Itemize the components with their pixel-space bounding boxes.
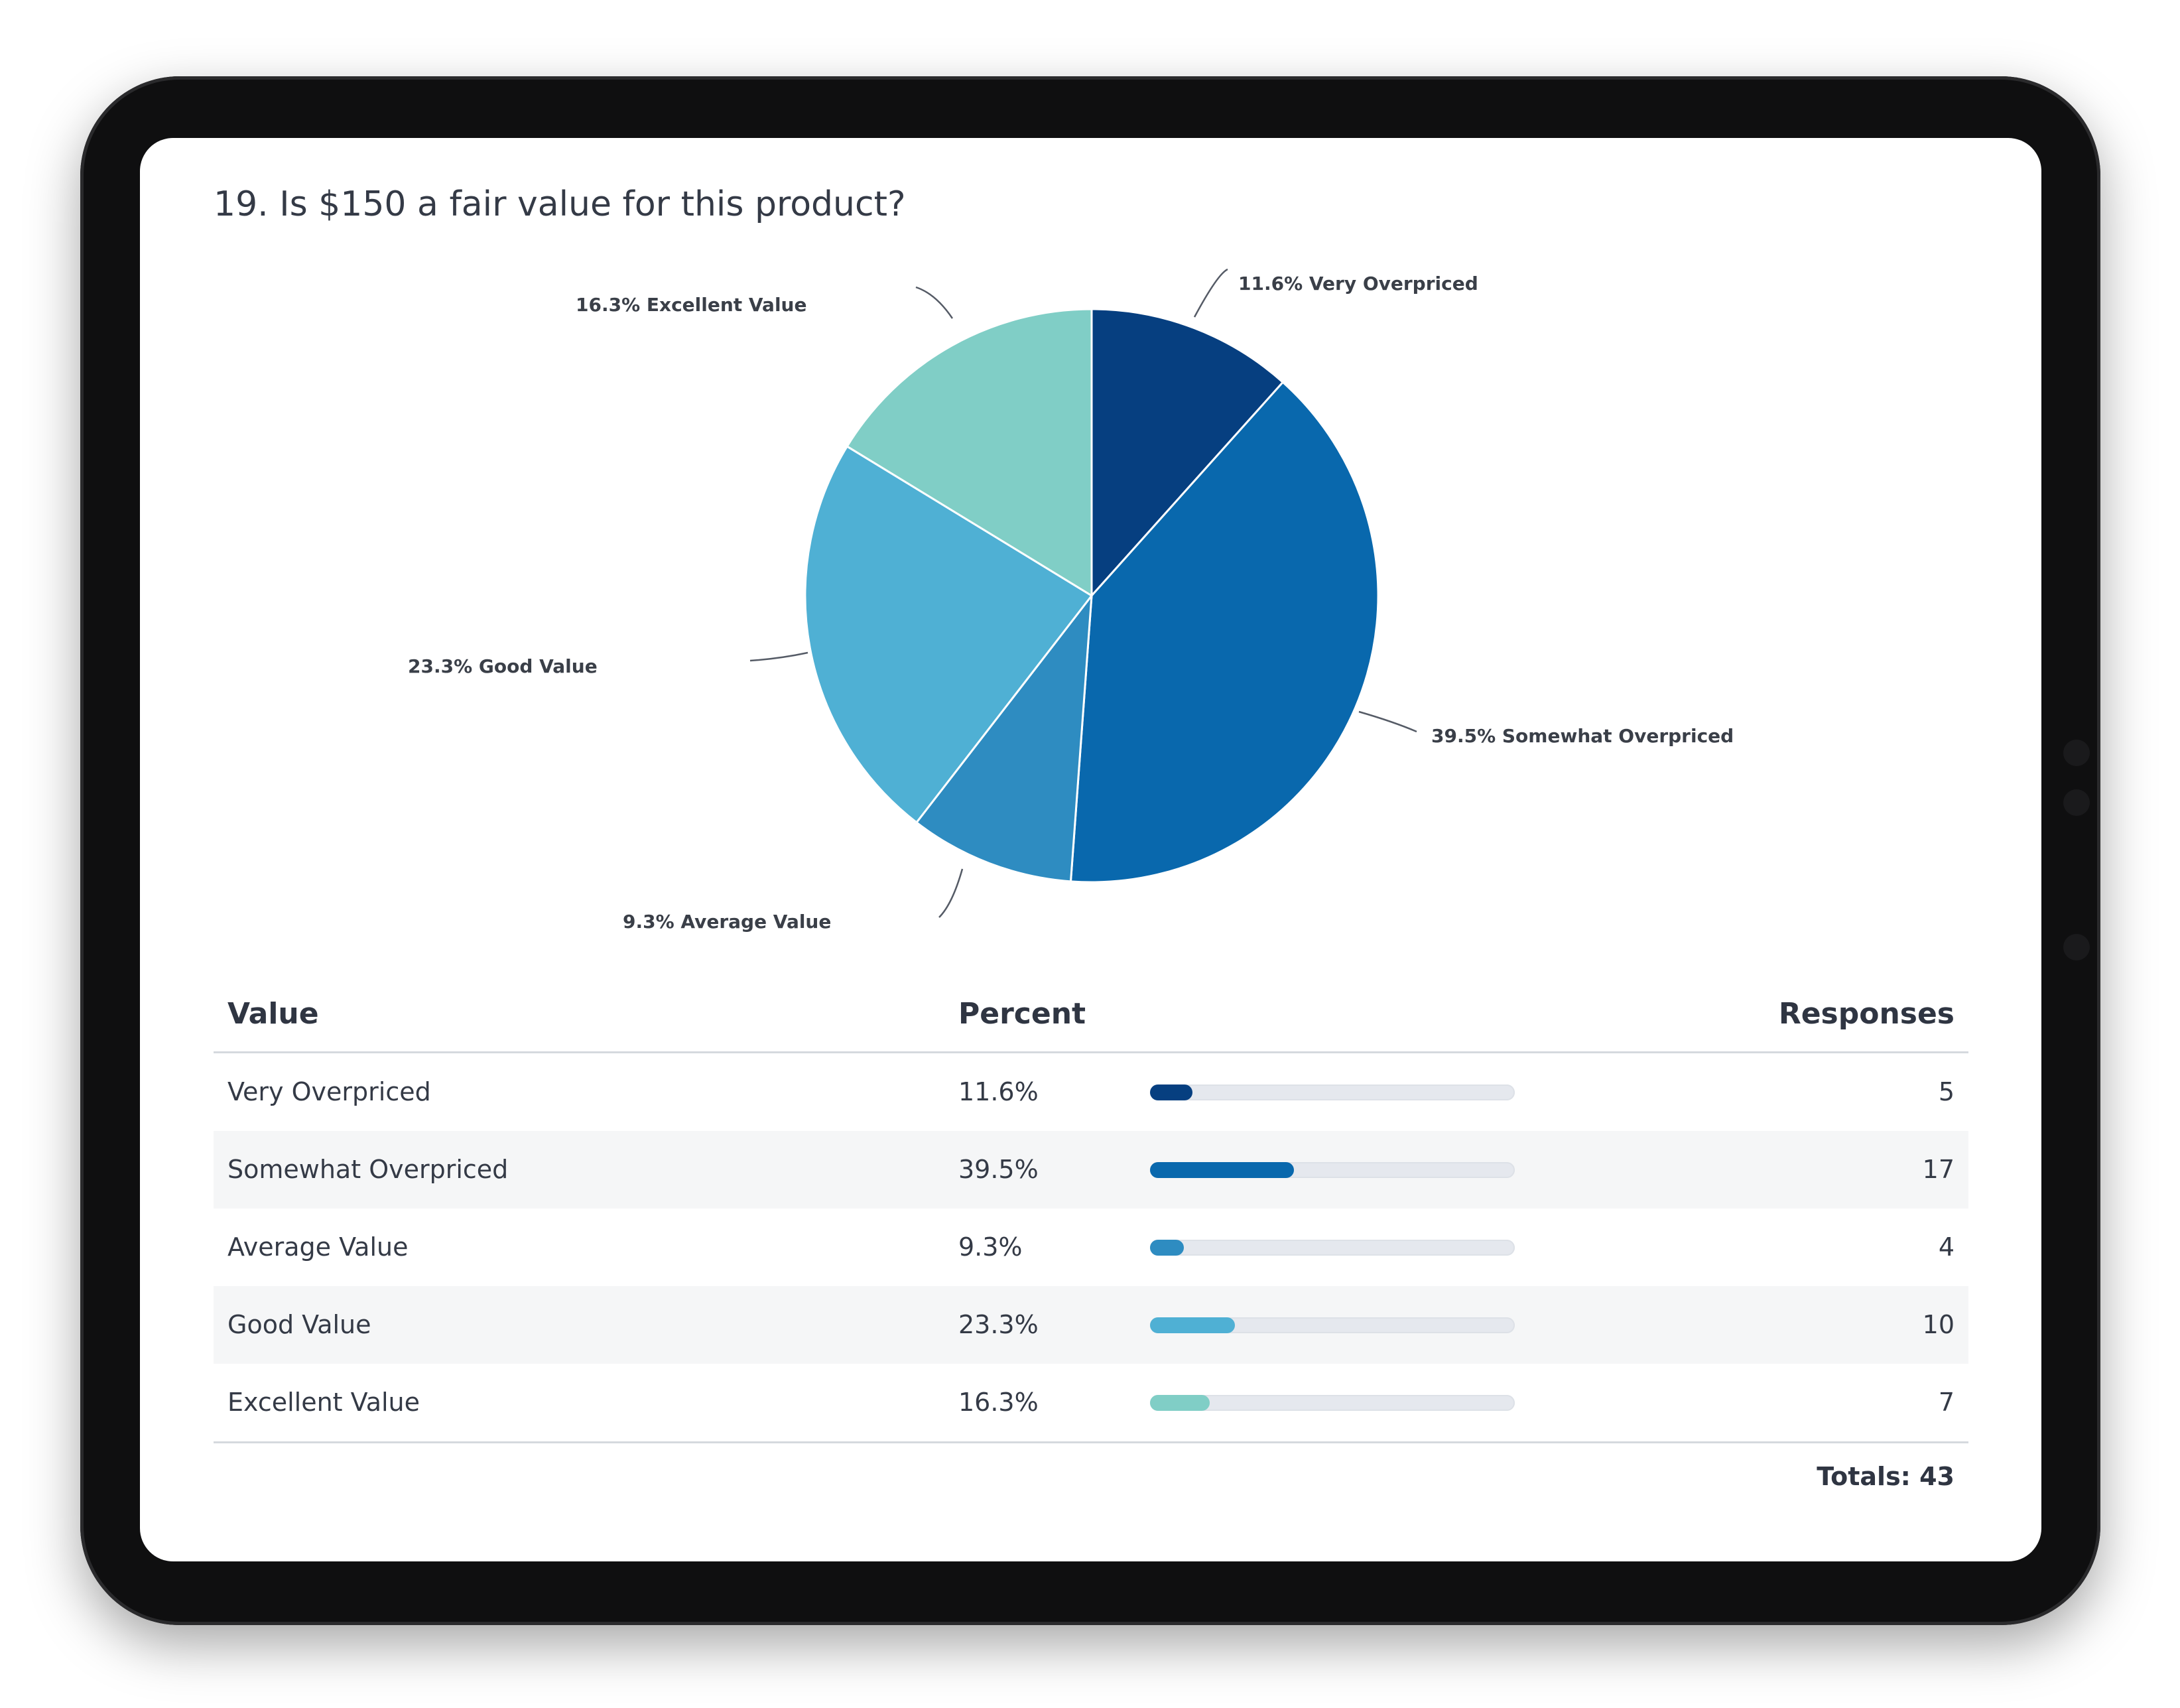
- pie-leader-line: [938, 868, 964, 918]
- table-row: Excellent Value 16.3% 7: [214, 1364, 1968, 1441]
- pie-leader-line: [749, 651, 808, 662]
- pie-label-somewhat-overpriced: 39.5% Somewhat Overpriced: [1431, 725, 1734, 747]
- row-responses: 10: [1922, 1310, 1955, 1339]
- side-button: [2063, 740, 2090, 766]
- pie-leader-line: [1193, 268, 1228, 318]
- row-percent: 11.6%: [958, 1077, 1039, 1106]
- row-value: Somewhat Overpriced: [227, 1155, 509, 1184]
- row-value: Average Value: [227, 1232, 409, 1262]
- pie-slice-good-value[interactable]: [804, 444, 1094, 824]
- pie-slice-very-overpriced[interactable]: [1090, 308, 1285, 598]
- row-responses: 7: [1938, 1388, 1955, 1417]
- row-responses: 4: [1938, 1232, 1955, 1262]
- percent-bar-fill: [1150, 1395, 1210, 1411]
- row-responses: 5: [1938, 1077, 1955, 1106]
- pie-label-average-value: 9.3% Average Value: [623, 911, 832, 933]
- header-percent: Percent: [958, 997, 1086, 1031]
- table-row: Average Value 9.3% 4: [214, 1209, 1968, 1286]
- percent-bar-fill: [1150, 1317, 1236, 1333]
- side-button: [2063, 789, 2090, 816]
- totals: Totals: 43: [1817, 1462, 1955, 1491]
- pie-slice-somewhat-overpriced[interactable]: [1069, 381, 1379, 884]
- pie-chart: [749, 268, 1417, 918]
- row-responses: 17: [1922, 1155, 1955, 1184]
- results-table: Value Percent Responses Very Overpriced …: [214, 977, 1968, 1510]
- pie-label-excellent-value: 16.3% Excellent Value: [576, 294, 807, 316]
- percent-bar: [1150, 1084, 1515, 1100]
- row-percent: 23.3%: [958, 1310, 1039, 1339]
- table-row: Somewhat Overpriced 39.5% 17: [214, 1131, 1968, 1209]
- percent-bar-fill: [1150, 1084, 1192, 1100]
- table-header: Value Percent Responses: [214, 977, 1968, 1053]
- table-row: Very Overpriced 11.6% 5: [214, 1053, 1968, 1131]
- survey-results-screen: 19. Is $150 a fair value for this produc…: [140, 138, 2041, 1561]
- pie-slice-excellent-value[interactable]: [846, 308, 1093, 598]
- pie-leader-line: [1358, 710, 1417, 733]
- percent-bar: [1150, 1395, 1515, 1411]
- header-value: Value: [227, 997, 319, 1031]
- side-button: [2063, 934, 2090, 960]
- table-footer: Totals: 43: [214, 1441, 1968, 1510]
- percent-bar: [1150, 1317, 1515, 1333]
- pie-label-very-overpriced: 11.6% Very Overpriced: [1238, 273, 1478, 295]
- table-row: Good Value 23.3% 10: [214, 1286, 1968, 1364]
- row-value: Excellent Value: [227, 1388, 420, 1417]
- row-value: Good Value: [227, 1310, 371, 1339]
- pie-slice-average-value[interactable]: [915, 592, 1093, 883]
- percent-bar-fill: [1150, 1162, 1295, 1178]
- header-responses: Responses: [1778, 997, 1955, 1031]
- pie-label-good-value: 23.3% Good Value: [408, 655, 598, 677]
- row-percent: 9.3%: [958, 1232, 1023, 1262]
- row-percent: 16.3%: [958, 1388, 1039, 1417]
- question-title: 19. Is $150 a fair value for this produc…: [214, 184, 906, 224]
- percent-bar: [1150, 1162, 1515, 1178]
- row-percent: 39.5%: [958, 1155, 1039, 1184]
- percent-bar: [1150, 1240, 1515, 1256]
- percent-bar-fill: [1150, 1240, 1185, 1256]
- row-value: Very Overpriced: [227, 1077, 431, 1106]
- pie-leader-line: [915, 286, 954, 319]
